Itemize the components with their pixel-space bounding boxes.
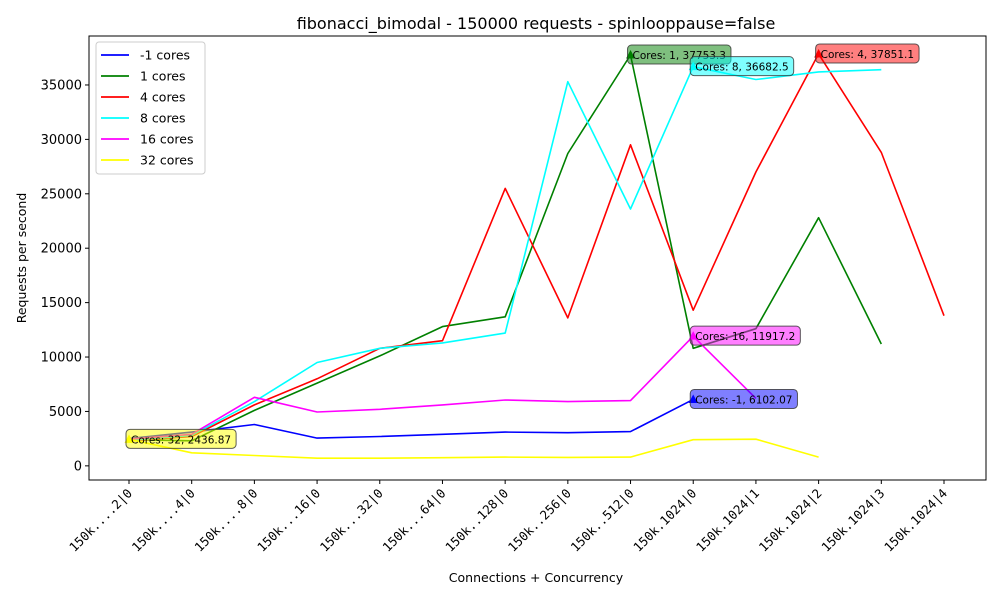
legend-label: -1 cores xyxy=(140,48,190,63)
x-tick-label: 150k...32|0 xyxy=(317,486,386,555)
y-tick-label: 10000 xyxy=(41,351,82,366)
x-tick-label: 150k...64|0 xyxy=(379,486,448,555)
plot-area xyxy=(88,35,987,481)
x-tick-label: 150k....2|0 xyxy=(66,486,135,555)
x-axis: 150k....2|0150k....4|0150k....8|0150k...… xyxy=(66,480,950,555)
x-tick-label: 150k..256|0 xyxy=(505,486,574,555)
annotation-label: Cores: 8, 36682.5 xyxy=(695,62,788,74)
annotation-label: Cores: 16, 11917.2 xyxy=(695,331,795,343)
annotation-label: Cores: 32, 2436.87 xyxy=(131,434,231,446)
annotation-label: Cores: -1, 6102.07 xyxy=(695,394,792,406)
y-axis-label: Requests per second xyxy=(14,193,29,324)
legend-label: 32 cores xyxy=(140,153,193,168)
legend: -1 cores 1 cores 4 cores 8 cores 16 cores 32 … xyxy=(95,41,206,175)
x-axis-label: Connections + Concurrency xyxy=(449,570,624,585)
x-tick-label: 150k.1024|2 xyxy=(756,486,825,555)
annotation-box xyxy=(815,43,920,64)
legend-label: 1 cores xyxy=(140,69,186,84)
annotation-label: Cores: 4, 37851.1 xyxy=(821,49,914,61)
x-tick-label: 150k..512|0 xyxy=(568,486,637,555)
series-line-5 xyxy=(128,438,819,460)
x-tick-label: 150k.1024|4 xyxy=(881,486,950,555)
y-tick-label: 35000 xyxy=(41,78,82,93)
y-tick-label: 0 xyxy=(74,459,82,474)
y-tick-label: 5000 xyxy=(49,405,82,420)
x-tick-label: 150k...16|0 xyxy=(254,486,323,555)
x-tick-label: 150k.1024|0 xyxy=(630,486,699,555)
series-line-3 xyxy=(128,65,882,442)
series-line-4 xyxy=(128,335,757,440)
legend-box xyxy=(95,41,206,175)
annotation-box xyxy=(125,428,237,449)
annotation-box xyxy=(689,56,795,77)
legend-label: 8 cores xyxy=(140,111,186,126)
series-line-0 xyxy=(128,398,694,440)
y-tick-label: 20000 xyxy=(41,242,82,257)
legend-label: 16 cores xyxy=(140,132,193,147)
legend-label: 4 cores xyxy=(140,90,186,105)
x-tick-label: 150k.1024|1 xyxy=(693,486,762,555)
x-tick-label: 150k..128|0 xyxy=(442,486,511,555)
annotation-box xyxy=(689,325,801,346)
y-tick-label: 25000 xyxy=(41,187,82,202)
chart-title: fibonacci_bimodal - 150000 requests - sp… xyxy=(297,14,776,34)
x-tick-label: 150k....8|0 xyxy=(191,486,260,555)
x-tick-label: 150k....4|0 xyxy=(129,486,198,555)
annotation-box xyxy=(689,388,798,409)
y-tick-label: 30000 xyxy=(41,133,82,148)
y-axis: 0 5000 10000 15000 20000 25000 30000 35000 xyxy=(41,78,89,474)
x-tick-label: 150k.1024|3 xyxy=(818,486,887,555)
series-lines xyxy=(128,53,945,460)
y-tick-label: 15000 xyxy=(41,296,82,311)
